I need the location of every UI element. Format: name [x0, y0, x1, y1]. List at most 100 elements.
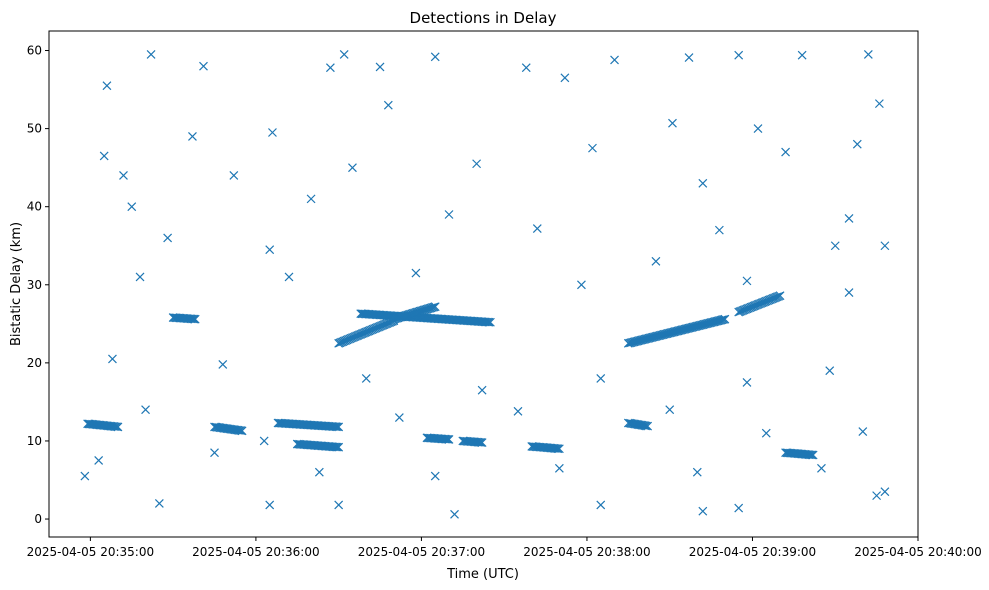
x-tick-label: 2025-04-05 20:35:00 [27, 545, 154, 559]
detection-marker [484, 317, 494, 327]
detection-marker [265, 500, 275, 510]
detection-marker [596, 500, 606, 510]
detection-marker [127, 202, 137, 212]
detection-marker [284, 272, 294, 282]
y-tick-label: 40 [27, 200, 42, 214]
x-axis-label: Time (UTC) [446, 567, 519, 582]
detection-marker [717, 315, 727, 325]
detection-marker [734, 50, 744, 60]
detection-marker [394, 413, 404, 422]
detection-marker [640, 421, 650, 431]
detection-marker [186, 314, 196, 324]
detection-marker [797, 50, 807, 60]
detection-marker [334, 500, 344, 510]
detection-marker [135, 272, 145, 282]
detection-marker [719, 315, 728, 324]
detection-marker [154, 498, 164, 508]
detection-marker [698, 506, 708, 516]
detection-marker [830, 241, 840, 251]
detection-marker [485, 317, 495, 327]
detection-marker [94, 456, 104, 465]
detection-marker [430, 302, 440, 312]
detection-marker [361, 374, 371, 383]
detection-marker [651, 256, 661, 266]
detection-marker [742, 377, 752, 387]
x-tick-label: 2025-04-05 20:37:00 [358, 545, 485, 559]
detection-markers [80, 50, 890, 519]
detection-marker [259, 436, 269, 446]
detection-marker [880, 241, 890, 251]
detection-marker [483, 317, 493, 327]
detection-marker [610, 55, 619, 65]
x-tick-label: 2025-04-05 20:36:00 [192, 545, 319, 559]
y-axis-ticks: 0 10 20 30 40 50 60 [27, 44, 49, 526]
detection-marker [80, 471, 90, 481]
detection-marker [141, 405, 150, 415]
detection-marker [863, 50, 873, 59]
detection-marker [761, 428, 771, 438]
detection-marker [450, 509, 459, 519]
detection-marker [734, 503, 744, 513]
detection-marker [99, 151, 109, 161]
detection-marker [411, 268, 421, 278]
detection-marker [234, 425, 244, 435]
x-tick-label: 2025-04-05 20:39:00 [689, 545, 816, 559]
detection-marker [596, 374, 606, 383]
detection-marker [844, 288, 854, 298]
detection-marker [429, 302, 439, 312]
detection-marker [714, 225, 724, 235]
detection-marker [444, 210, 454, 219]
detection-marker [268, 128, 277, 137]
detection-marker [477, 438, 487, 447]
y-axis-label: Bistatic Delay (km) [9, 222, 24, 346]
detection-marker [237, 426, 247, 436]
detection-marker [265, 245, 275, 255]
y-tick-label: 0 [34, 512, 42, 526]
detection-marker [108, 354, 117, 364]
detection-marker [383, 100, 393, 110]
detection-marker [775, 291, 785, 301]
detection-marker [331, 442, 341, 452]
detection-marker [210, 448, 219, 458]
detection-marker [698, 178, 708, 188]
detection-marker [332, 422, 342, 432]
y-tick-label: 10 [27, 434, 42, 448]
detection-marker [430, 471, 440, 481]
detection-marker [472, 159, 482, 169]
detection-marker [852, 139, 862, 149]
detection-marker [112, 422, 122, 432]
detection-marker [720, 314, 730, 324]
detection-marker [330, 422, 339, 432]
detection-marker [844, 213, 854, 223]
detection-marker [163, 233, 173, 243]
detection-marker [199, 61, 208, 71]
detection-marker [643, 421, 653, 431]
y-tick-label: 20 [27, 356, 42, 370]
detection-marker [113, 422, 123, 432]
detection-marker [443, 434, 453, 444]
detection-marker [808, 450, 818, 460]
detection-marker [684, 53, 694, 62]
detection-marker [665, 405, 675, 415]
detection-marker [428, 303, 437, 312]
detection-marker [339, 50, 349, 59]
detection-marker [521, 63, 531, 73]
detection-marker [552, 444, 562, 453]
detection-marker [188, 131, 197, 141]
y-tick-label: 50 [27, 122, 42, 136]
detection-marker [334, 442, 344, 452]
detection-marker [218, 360, 228, 369]
detection-marker [229, 171, 239, 180]
detection-marker [190, 314, 200, 324]
detection-marker [476, 437, 486, 447]
y-tick-label: 30 [27, 278, 42, 292]
detection-marker [668, 118, 677, 128]
detection-marker [331, 422, 341, 432]
detection-marker [817, 463, 826, 473]
detection-marker [577, 280, 586, 290]
plot-frame [48, 30, 919, 538]
y-tick-label: 60 [27, 44, 42, 58]
detection-marker [825, 366, 835, 376]
